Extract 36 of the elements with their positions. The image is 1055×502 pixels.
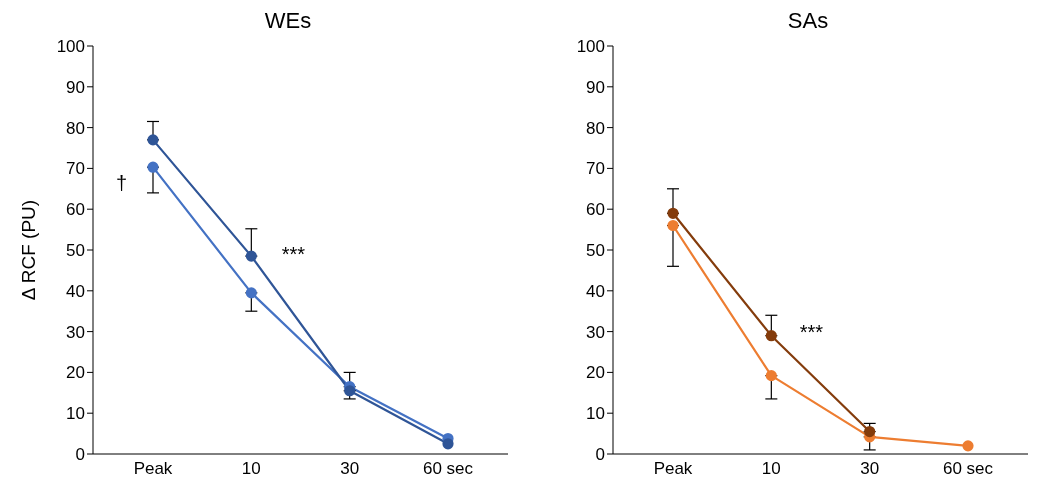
- y-axis-title: Δ RCF (PU): [17, 199, 39, 301]
- annotation: ***: [799, 320, 824, 343]
- y-tick-label: 20: [586, 363, 605, 383]
- x-tick-label: 10: [761, 459, 781, 479]
- x-tick-label: Peak: [133, 459, 173, 479]
- y-tick-label: 0: [75, 445, 85, 465]
- chart-title: WEs: [263, 8, 313, 35]
- y-tick-label: 30: [586, 322, 605, 342]
- y-tick-label: 10: [586, 404, 605, 424]
- chart-title: SAs: [786, 8, 830, 35]
- x-tick-label: 60 sec: [942, 459, 994, 479]
- x-tick-label: Peak: [653, 459, 693, 479]
- annotation: ***: [281, 243, 306, 266]
- y-tick-label: 80: [66, 118, 85, 138]
- y-tick-label: 70: [66, 159, 85, 179]
- y-tick-label: 80: [586, 118, 605, 138]
- y-tick-label: 20: [66, 363, 85, 383]
- y-tick-label: 40: [586, 281, 605, 301]
- y-tick-label: 0: [595, 445, 605, 465]
- x-tick-label: 60 sec: [422, 459, 474, 479]
- y-tick-label: 60: [66, 200, 85, 220]
- x-tick-label: 30: [860, 459, 880, 479]
- y-tick-label: 90: [66, 77, 85, 97]
- y-tick-label: 50: [586, 241, 605, 261]
- x-tick-label: 30: [340, 459, 360, 479]
- x-tick-label: 10: [241, 459, 261, 479]
- y-tick-label: 40: [66, 281, 85, 301]
- annotation: †: [116, 172, 128, 195]
- y-tick-label: 100: [56, 37, 85, 57]
- y-tick-label: 90: [586, 77, 605, 97]
- y-tick-label: 30: [66, 322, 85, 342]
- y-tick-label: 100: [576, 37, 605, 57]
- y-tick-label: 50: [66, 241, 85, 261]
- y-tick-label: 70: [586, 159, 605, 179]
- y-tick-label: 10: [66, 404, 85, 424]
- y-tick-label: 60: [586, 200, 605, 220]
